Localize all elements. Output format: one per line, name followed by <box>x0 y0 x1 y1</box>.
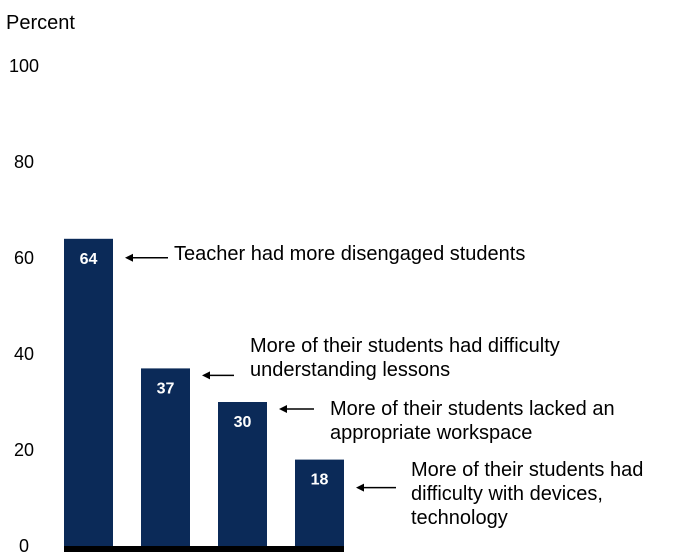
y-tick-label: 40 <box>14 344 34 364</box>
y-tick-labels: 0 20 40 60 80 100 <box>9 56 39 552</box>
annotation-arrow-head <box>356 483 364 492</box>
annotation-lacked-workspace: More of their students lacked an appropr… <box>330 398 615 444</box>
bars: 64 37 30 18 <box>64 238 344 547</box>
y-tick-label: 0 <box>19 536 29 552</box>
y-tick-label: 100 <box>9 56 39 76</box>
y-tick-label: 80 <box>14 152 34 172</box>
annotation-arrow-head <box>125 253 133 262</box>
bar <box>218 402 267 546</box>
annotation-teacher-disengaged: Teacher had more disengaged students <box>174 243 526 265</box>
annotation-difficulty-devices: More of their students had difficulty wi… <box>411 459 644 529</box>
bar <box>64 238 113 547</box>
bar-value-label: 64 <box>80 251 98 268</box>
y-tick-label: 60 <box>14 248 34 268</box>
bar <box>141 368 190 546</box>
annotation-difficulty-understanding: More of their students had difficulty un… <box>250 335 560 381</box>
bar-value-label: 30 <box>234 414 252 431</box>
bar-value-label: 37 <box>157 380 175 397</box>
bar <box>295 459 344 546</box>
y-axis-title: Percent <box>6 12 75 34</box>
annotation-arrow-head <box>202 371 210 380</box>
annotation-arrow-head <box>279 405 287 413</box>
x-axis-baseline <box>64 546 344 552</box>
annotation-arrows <box>125 253 396 492</box>
y-tick-label: 20 <box>14 440 34 460</box>
bar-value-label: 18 <box>311 472 329 489</box>
